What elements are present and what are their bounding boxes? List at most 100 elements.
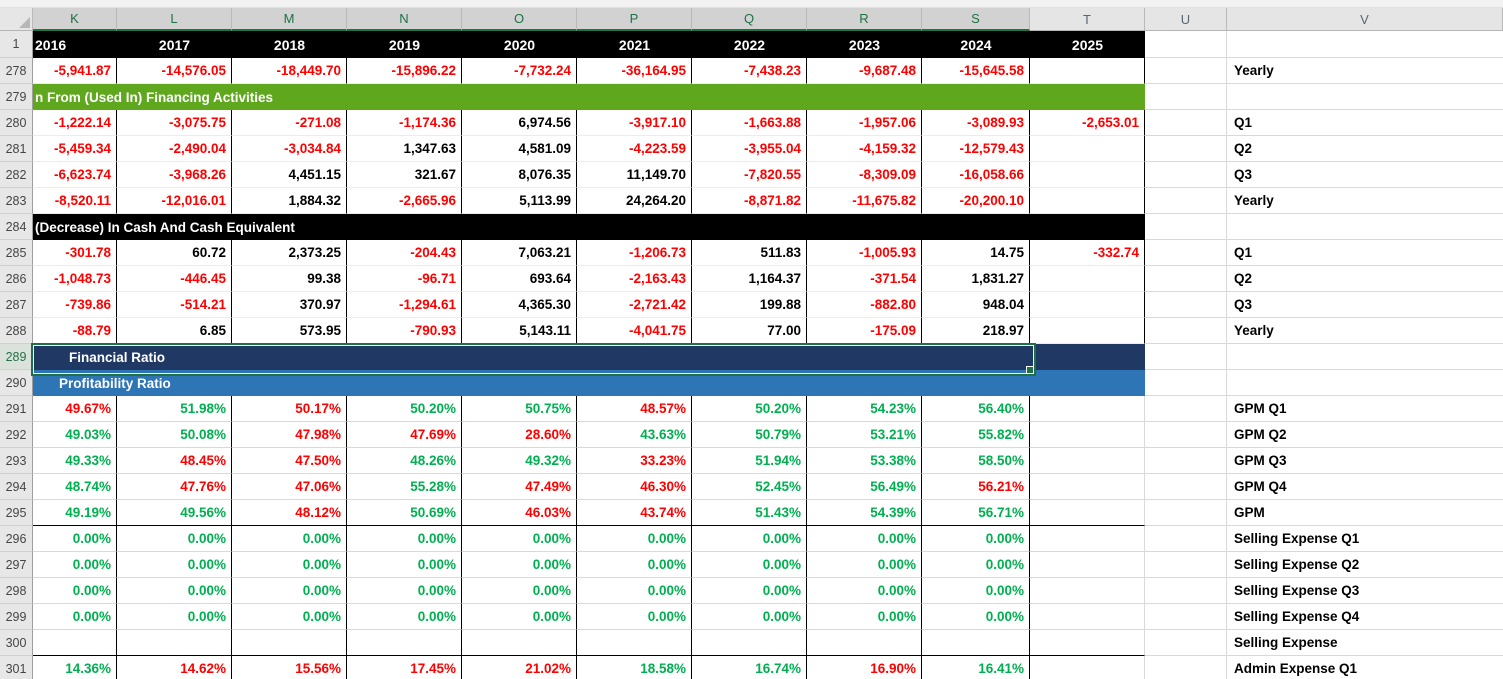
cell-M296[interactable]: 0.00%: [232, 526, 347, 552]
cell-S283[interactable]: -20,200.10: [922, 188, 1030, 214]
row-header-278[interactable]: 278: [0, 58, 33, 84]
cell-U294[interactable]: [1145, 474, 1227, 500]
cell-V292[interactable]: GPM Q2: [1227, 422, 1503, 448]
cell-O296[interactable]: 0.00%: [462, 526, 577, 552]
row-header-281[interactable]: 281: [0, 136, 33, 162]
row-header-300[interactable]: 300: [0, 630, 33, 656]
cell-U286[interactable]: [1145, 266, 1227, 292]
cell-M285[interactable]: 2,373.25: [232, 240, 347, 266]
cell-V297[interactable]: Selling Expense Q2: [1227, 552, 1503, 578]
cell-T282[interactable]: [1030, 162, 1145, 188]
cell-Q278[interactable]: -7,438.23: [692, 58, 807, 84]
cell-U292[interactable]: [1145, 422, 1227, 448]
cell-L282[interactable]: -3,968.26: [117, 162, 232, 188]
cell-S285[interactable]: 14.75: [922, 240, 1030, 266]
cell-N300[interactable]: [347, 630, 462, 656]
cell-M298[interactable]: 0.00%: [232, 578, 347, 604]
cell-R286[interactable]: -371.54: [807, 266, 922, 292]
cell-T293[interactable]: [1030, 448, 1145, 474]
cell-N285[interactable]: -204.43: [347, 240, 462, 266]
cell-P283[interactable]: 24,264.20: [577, 188, 692, 214]
cell-K297[interactable]: 0.00%: [33, 552, 117, 578]
cell-N283[interactable]: -2,665.96: [347, 188, 462, 214]
cell-S282[interactable]: -16,058.66: [922, 162, 1030, 188]
cell-T287[interactable]: [1030, 292, 1145, 318]
cell-O294[interactable]: 47.49%: [462, 474, 577, 500]
cell-O278[interactable]: -7,732.24: [462, 58, 577, 84]
cell-U295[interactable]: [1145, 500, 1227, 526]
cell-V278[interactable]: Yearly: [1227, 58, 1503, 84]
cell-M297[interactable]: 0.00%: [232, 552, 347, 578]
row-header-289[interactable]: 289: [0, 344, 33, 370]
cell-V291[interactable]: GPM Q1: [1227, 396, 1503, 422]
cell-O286[interactable]: 693.64: [462, 266, 577, 292]
row-header-298[interactable]: 298: [0, 578, 33, 604]
cell-P285[interactable]: -1,206.73: [577, 240, 692, 266]
cell-S294[interactable]: 56.21%: [922, 474, 1030, 500]
cell-P281[interactable]: -4,223.59: [577, 136, 692, 162]
cell-M281[interactable]: -3,034.84: [232, 136, 347, 162]
cell-T300[interactable]: [1030, 630, 1145, 656]
cell-V300[interactable]: Selling Expense: [1227, 630, 1503, 656]
cell-U280[interactable]: [1145, 110, 1227, 136]
cell-Q288[interactable]: 77.00: [692, 318, 807, 344]
cell-R297[interactable]: 0.00%: [807, 552, 922, 578]
cell-M280[interactable]: -271.08: [232, 110, 347, 136]
cell-N282[interactable]: 321.67: [347, 162, 462, 188]
cell-U291[interactable]: [1145, 396, 1227, 422]
cell-Q300[interactable]: [692, 630, 807, 656]
column-header-O[interactable]: O: [462, 8, 577, 31]
column-header-M[interactable]: M: [232, 8, 347, 31]
cell-T283[interactable]: [1030, 188, 1145, 214]
cell-N281[interactable]: 1,347.63: [347, 136, 462, 162]
cell-O293[interactable]: 49.32%: [462, 448, 577, 474]
cell-Q280[interactable]: -1,663.88: [692, 110, 807, 136]
cell-K294[interactable]: 48.74%: [33, 474, 117, 500]
cell-U287[interactable]: [1145, 292, 1227, 318]
cell-R285[interactable]: -1,005.93: [807, 240, 922, 266]
cell-P296[interactable]: 0.00%: [577, 526, 692, 552]
cell-M294[interactable]: 47.06%: [232, 474, 347, 500]
cell-R1[interactable]: 2023: [807, 31, 922, 58]
fill-handle[interactable]: [1026, 366, 1034, 374]
cell-S287[interactable]: 948.04: [922, 292, 1030, 318]
cell-T299[interactable]: [1030, 604, 1145, 630]
row-header-295[interactable]: 295: [0, 500, 33, 526]
cell-S292[interactable]: 55.82%: [922, 422, 1030, 448]
cell-V299[interactable]: Selling Expense Q4: [1227, 604, 1503, 630]
cell-N293[interactable]: 48.26%: [347, 448, 462, 474]
cell-K299[interactable]: 0.00%: [33, 604, 117, 630]
cell-U281[interactable]: [1145, 136, 1227, 162]
cell-Q1[interactable]: 2022: [692, 31, 807, 58]
cell-S291[interactable]: 56.40%: [922, 396, 1030, 422]
cell-T291[interactable]: [1030, 396, 1145, 422]
cell-Q298[interactable]: 0.00%: [692, 578, 807, 604]
row-header-291[interactable]: 291: [0, 396, 33, 422]
cell-R298[interactable]: 0.00%: [807, 578, 922, 604]
cell-P299[interactable]: 0.00%: [577, 604, 692, 630]
cell-U299[interactable]: [1145, 604, 1227, 630]
row-header-290[interactable]: 290: [0, 370, 33, 396]
banner-row-279[interactable]: n From (Used In) Financing Activities: [33, 84, 1145, 110]
cell-U284[interactable]: [1145, 214, 1227, 240]
cell-Q283[interactable]: -8,871.82: [692, 188, 807, 214]
cell-N294[interactable]: 55.28%: [347, 474, 462, 500]
cell-P280[interactable]: -3,917.10: [577, 110, 692, 136]
cell-K278[interactable]: -5,941.87: [33, 58, 117, 84]
cell-L288[interactable]: 6.85: [117, 318, 232, 344]
cell-L287[interactable]: -514.21: [117, 292, 232, 318]
cell-V289[interactable]: [1227, 344, 1503, 370]
cell-O295[interactable]: 46.03%: [462, 500, 577, 526]
cell-N297[interactable]: 0.00%: [347, 552, 462, 578]
cell-L285[interactable]: 60.72: [117, 240, 232, 266]
cell-V284[interactable]: [1227, 214, 1503, 240]
cell-M300[interactable]: [232, 630, 347, 656]
cell-P298[interactable]: 0.00%: [577, 578, 692, 604]
cell-M286[interactable]: 99.38: [232, 266, 347, 292]
cell-U300[interactable]: [1145, 630, 1227, 656]
row-header-280[interactable]: 280: [0, 110, 33, 136]
row-header-297[interactable]: 297: [0, 552, 33, 578]
cell-K286[interactable]: -1,048.73: [33, 266, 117, 292]
cell-V281[interactable]: Q2: [1227, 136, 1503, 162]
cell-O283[interactable]: 5,113.99: [462, 188, 577, 214]
